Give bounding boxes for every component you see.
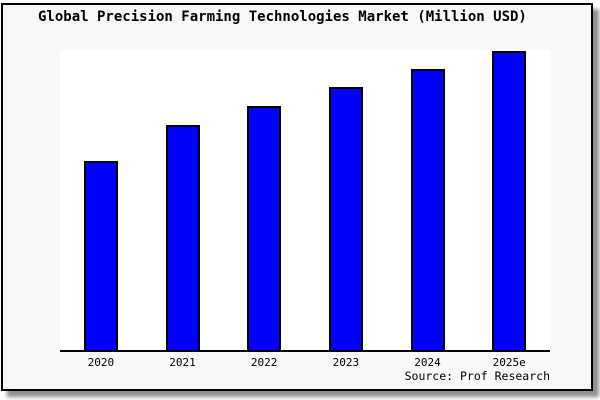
- x-axis-labels: 2020 2021 2022 2023 2024 2025e: [60, 356, 550, 369]
- bar-2022: [247, 106, 282, 350]
- x-tick-label: 2022: [250, 356, 278, 369]
- x-tick-label: 2023: [332, 356, 360, 369]
- x-tick-label: 2020: [87, 356, 115, 369]
- x-tick-label: 2021: [169, 356, 196, 369]
- x-tick-label: 2025e: [492, 356, 526, 369]
- figure-frame: Global Precision Farming Technologies Ma…: [1, 3, 593, 391]
- bar-2020: [83, 161, 118, 350]
- bar-slot: [305, 50, 387, 350]
- source-note: Source: Prof Research: [404, 369, 550, 383]
- bar-slot: [60, 50, 142, 350]
- bar-2025e: [492, 51, 527, 350]
- plot-area: [60, 50, 550, 352]
- bar-slot: [468, 50, 550, 350]
- bar-2021: [165, 125, 200, 350]
- chart-title: Global Precision Farming Technologies Ma…: [38, 9, 527, 25]
- bars-row: [60, 50, 550, 350]
- bar-2023: [328, 87, 363, 350]
- x-tick-label: 2024: [414, 356, 441, 369]
- bar-2024: [410, 69, 445, 350]
- bar-slot: [387, 50, 469, 350]
- bar-slot: [223, 50, 305, 350]
- bar-slot: [142, 50, 224, 350]
